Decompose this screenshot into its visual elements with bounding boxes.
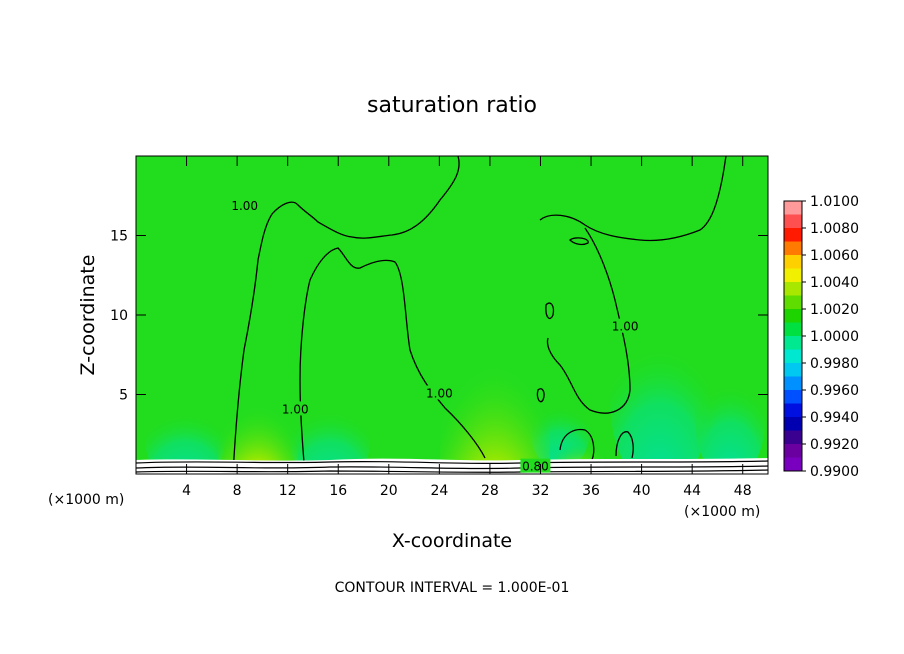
x-tick-label: 12 xyxy=(279,483,297,499)
colorbar-label: 1.0060 xyxy=(810,248,859,264)
supersaturation-plume xyxy=(218,368,298,474)
colorbar-segment xyxy=(784,255,802,269)
colorbar-label: 0.9960 xyxy=(810,383,859,399)
x-tick-label: 16 xyxy=(329,483,347,499)
colorbar-segment xyxy=(784,241,802,256)
x-unit-label-right: (×1000 m) xyxy=(684,504,760,520)
x-tick-label: 28 xyxy=(481,483,499,499)
colorbar-segment xyxy=(784,282,802,296)
colorbar-segment xyxy=(784,228,802,242)
x-axis-label: X-coordinate xyxy=(392,530,512,552)
colorbar-segment xyxy=(784,457,802,472)
contour-line xyxy=(569,237,589,246)
x-tick-label: 32 xyxy=(532,483,550,499)
cool-region xyxy=(145,395,225,474)
contour-label: 1.00 xyxy=(282,402,309,416)
x-tick-label: 8 xyxy=(233,483,242,499)
colorbar-segment xyxy=(784,444,802,458)
cool-region xyxy=(695,360,765,474)
contour-labels: 1.00 1.00 1.00 1.00 0.80 xyxy=(229,197,641,474)
colorbar-segment xyxy=(784,201,802,215)
colorbar-label: 1.0100 xyxy=(810,194,859,210)
contour-line xyxy=(615,431,634,459)
colorbar-segment xyxy=(784,214,802,229)
contour-label: 1.00 xyxy=(426,387,453,401)
colorbar-segment xyxy=(784,390,802,404)
colorbar-label: 1.0020 xyxy=(810,302,859,318)
colorbar-label: 0.9920 xyxy=(810,437,859,453)
x-tick-label: 36 xyxy=(582,483,600,499)
contour-label-bg xyxy=(229,197,260,212)
y-axis-label: Z-coordinate xyxy=(77,255,99,376)
colorbar: 1.0100 1.0080 1.0060 1.0040 1.0020 1.0000 0.99… xyxy=(783,194,859,480)
cool-region xyxy=(610,310,710,474)
contour-line xyxy=(546,227,631,414)
colorbar-segment xyxy=(784,295,802,310)
contour-line xyxy=(559,428,595,461)
x-tick-label: 40 xyxy=(633,483,651,499)
contour-label-bg xyxy=(610,318,641,333)
contour-label-bg xyxy=(280,401,311,416)
x-axis: 4 8 12 16 20 24 28 32 36 40 44 48 xyxy=(182,156,752,499)
colorbar-label: 0.9900 xyxy=(810,464,859,480)
surface-contour xyxy=(136,469,768,473)
colorbar-segment xyxy=(784,336,802,350)
chart-title: saturation ratio xyxy=(367,93,537,118)
colorbar-segment xyxy=(784,349,802,364)
colorbar-segment xyxy=(784,403,802,418)
colorbar-segment xyxy=(784,268,802,283)
contour-line xyxy=(232,156,460,474)
contour-label-bg xyxy=(520,458,551,473)
contour-interval: CONTOUR INTERVAL = 1.000E-01 xyxy=(335,580,570,596)
colorbar-label: 0.9940 xyxy=(810,410,859,426)
y-tick-label: 15 xyxy=(110,229,128,245)
colorbar-segment xyxy=(784,363,802,377)
surface-layer xyxy=(136,458,768,474)
colorbar-segment xyxy=(784,430,802,445)
colorbar-label: 1.0040 xyxy=(810,275,859,291)
y-tick-label: 10 xyxy=(110,308,128,324)
x-tick-label: 4 xyxy=(182,483,191,499)
contour-line xyxy=(545,302,555,319)
contour-label: 0.80 xyxy=(522,460,549,474)
surface-contour xyxy=(136,460,768,465)
supersaturation-plume xyxy=(440,298,550,474)
colorbar-segment xyxy=(784,417,802,431)
contour-label-bg xyxy=(424,385,455,400)
contour-label: 1.00 xyxy=(231,199,258,213)
x-tick-label: 44 xyxy=(683,483,701,499)
colorbar-segment xyxy=(784,322,802,337)
x-unit-label: (×1000 m) xyxy=(48,492,124,508)
x-tick-label: 48 xyxy=(734,483,752,499)
contour-line xyxy=(536,388,545,403)
contour-label: 1.00 xyxy=(612,320,639,334)
colorbar-segment xyxy=(784,376,802,391)
contour-line xyxy=(539,156,727,242)
x-tick-label: 20 xyxy=(380,483,398,499)
x-tick-label: 24 xyxy=(430,483,448,499)
colorbar-segment xyxy=(784,309,802,323)
colorbar-label: 0.9980 xyxy=(810,356,859,372)
y-tick-label: 5 xyxy=(119,388,128,404)
surface-contour xyxy=(136,465,768,470)
y-axis: 5 10 15 xyxy=(110,229,768,404)
colorbar-label: 1.0000 xyxy=(810,329,859,345)
colorbar-label: 1.0080 xyxy=(810,221,859,237)
